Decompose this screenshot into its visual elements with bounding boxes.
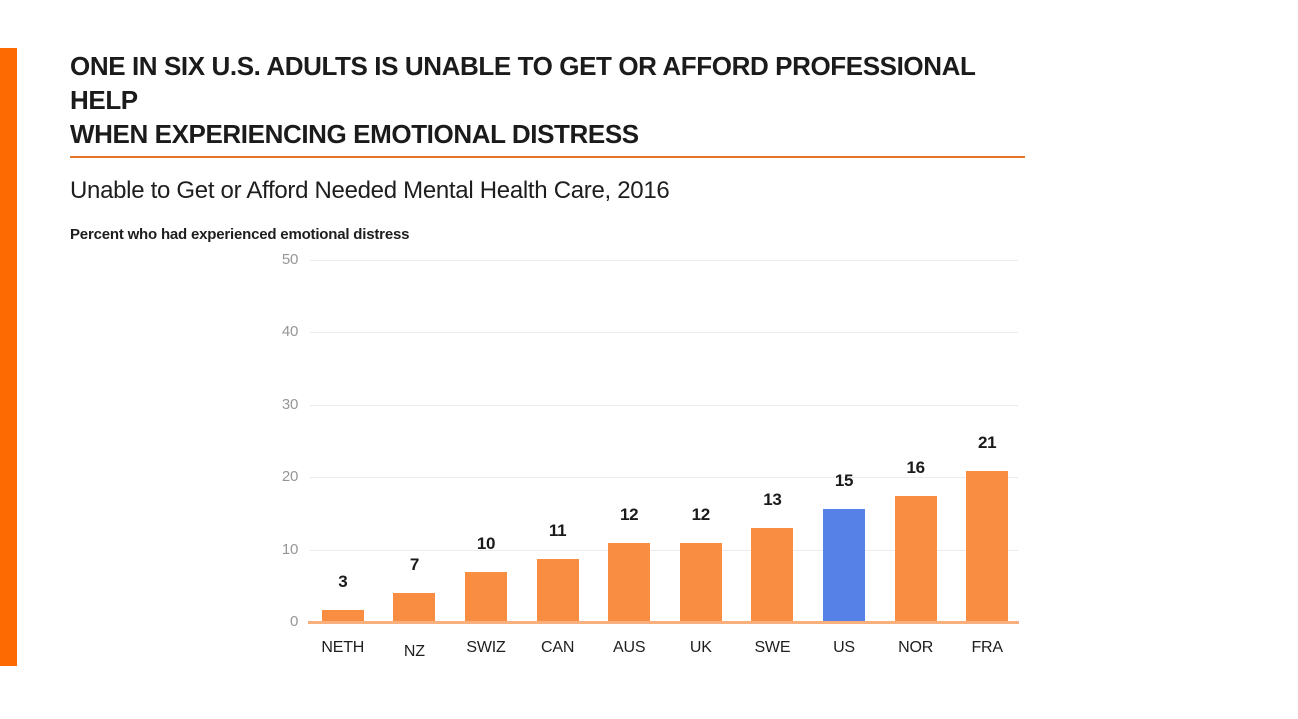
bar-value-label-us: 15 (834, 470, 854, 490)
gridline-20 (310, 477, 1018, 478)
y-tick-label-20: 20 (281, 468, 298, 485)
page-title-line2: WHEN EXPERIENCING EMOTIONAL DISTRESS (70, 119, 639, 149)
bar-neth (321, 610, 364, 621)
axis-note: Percent who had experienced emotional di… (70, 226, 410, 243)
x-axis-label-neth: NETH (321, 639, 365, 656)
x-axis-label-us: US (833, 639, 855, 656)
bar-value-label-aus: 12 (620, 504, 639, 524)
x-axis-line (308, 621, 1019, 624)
gridline-30 (310, 404, 1018, 406)
bar-nz (393, 593, 436, 621)
x-axis-label-nor: NOR (898, 639, 934, 656)
x-axis-label-nz: NZ (403, 643, 425, 660)
gridline-10 (310, 549, 1018, 551)
title-divider (70, 156, 1025, 158)
x-axis-label-swe: SWE (754, 639, 791, 656)
x-axis-label-can: CAN (541, 639, 575, 656)
bar-value-label-neth: 3 (338, 572, 348, 592)
y-tick-label-0: 0 (289, 613, 298, 630)
y-tick-label-10: 10 (281, 540, 298, 558)
left-accent-bar (0, 48, 17, 666)
bar-nor (894, 496, 937, 621)
bar-swiz (465, 571, 507, 621)
page-title: ONE IN SIX U.S. ADULTS IS UNABLE TO GET … (70, 49, 1026, 151)
bar-fra (966, 470, 1009, 621)
bar-uk (679, 542, 722, 621)
x-axis-label-swiz: SWIZ (466, 639, 506, 656)
x-axis-label-fra: FRA (971, 639, 1003, 656)
x-axis-label-aus: AUS (613, 639, 646, 656)
bar-value-label-fra: 21 (978, 432, 997, 452)
bar-value-label-swiz: 10 (476, 533, 496, 553)
bar-can (536, 558, 579, 621)
y-tick-label-30: 30 (281, 395, 298, 413)
bar-value-label-nz: 7 (409, 555, 419, 575)
bar-value-label-can: 11 (548, 520, 567, 540)
y-tick-label-50: 50 (281, 250, 298, 268)
bar-aus (608, 542, 651, 621)
bar-value-label-uk: 12 (691, 504, 711, 524)
y-tick-label-40: 40 (281, 323, 298, 340)
bar-value-label-nor: 16 (906, 458, 925, 478)
gridline-50 (310, 259, 1018, 261)
slide-header: ONE IN SIX U.S. ADULTS IS UNABLE TO GET … (70, 49, 1026, 243)
page-title-line1: ONE IN SIX U.S. ADULTS IS UNABLE TO GET … (70, 51, 976, 115)
bar-value-label-swe: 13 (763, 490, 782, 510)
chart-title: Unable to Get or Afford Needed Mental He… (70, 177, 670, 204)
bar-us (823, 508, 865, 621)
gridline-40 (310, 332, 1018, 333)
x-axis-label-uk: UK (689, 639, 712, 656)
bar-swe (751, 528, 794, 621)
